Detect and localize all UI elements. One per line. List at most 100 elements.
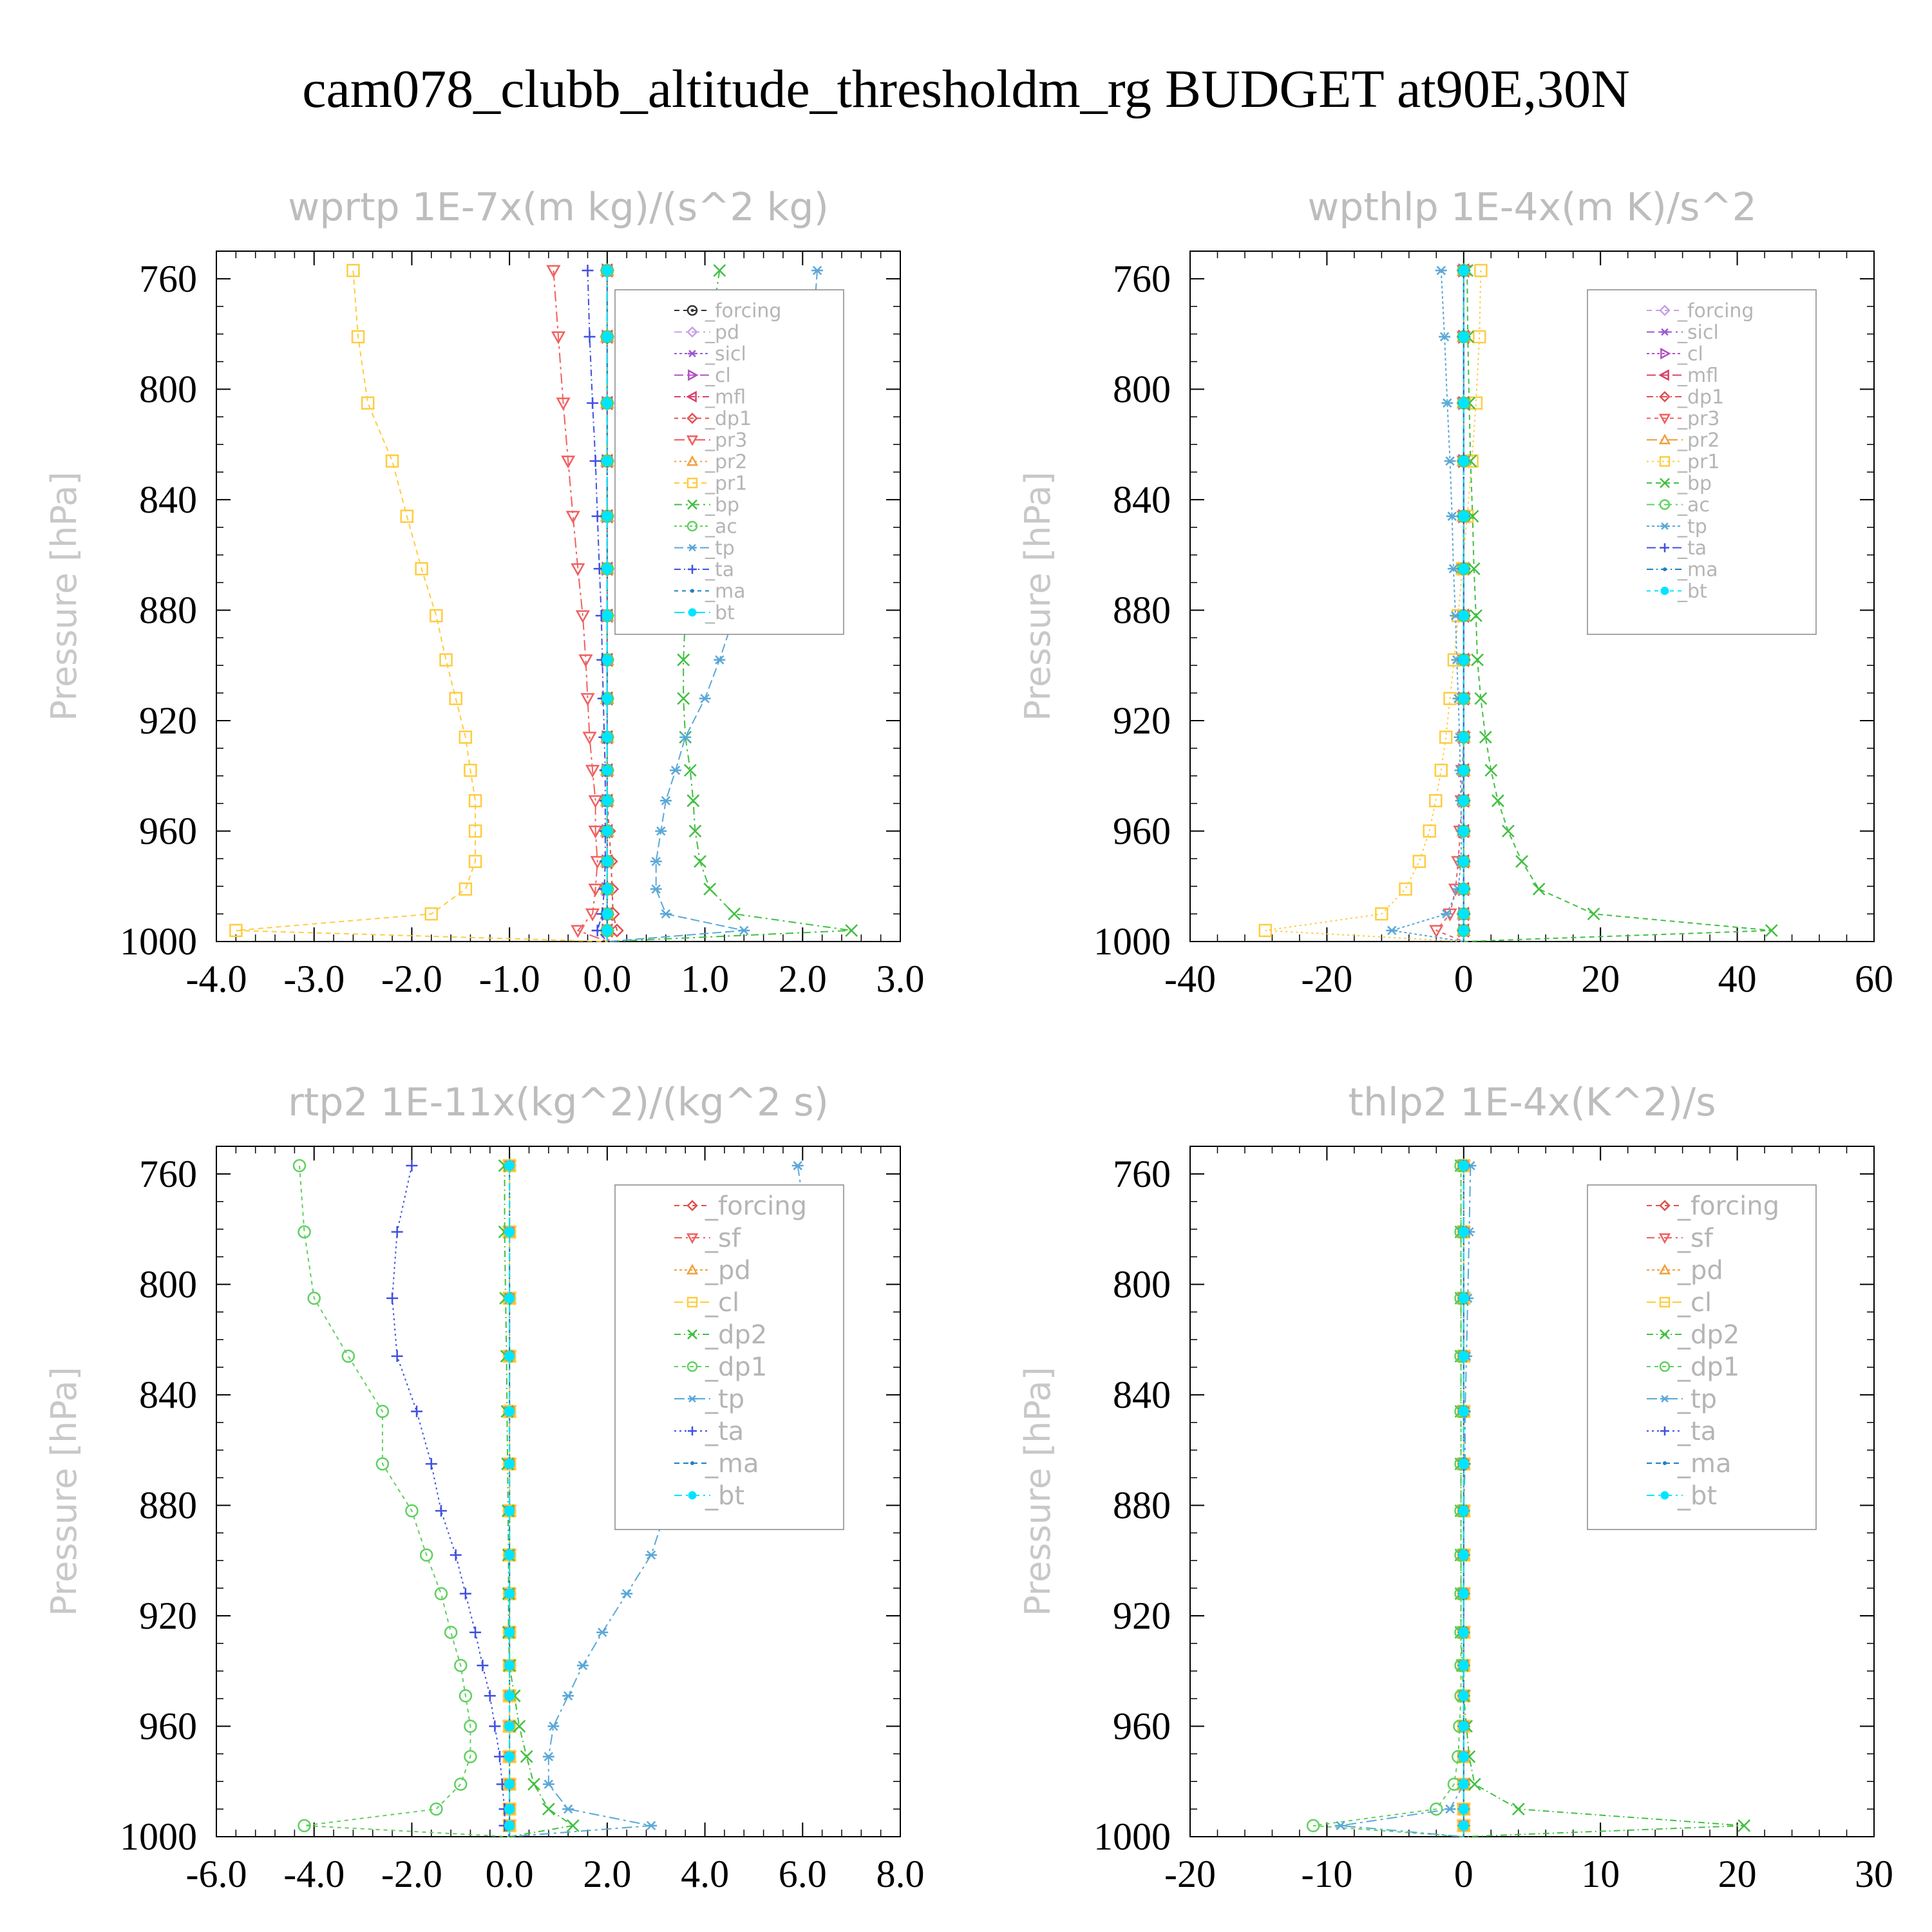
data-point xyxy=(542,1779,554,1789)
data-point xyxy=(1458,1549,1469,1560)
y-tick-label: 840 xyxy=(139,478,197,521)
legend-marker xyxy=(690,589,694,593)
data-point xyxy=(601,732,613,743)
data-point xyxy=(459,1689,473,1703)
y-tick-label: 1000 xyxy=(1094,1815,1171,1858)
data-point xyxy=(504,1820,515,1831)
legend-entry: _pd xyxy=(674,321,739,344)
data-point xyxy=(1458,693,1469,704)
legend-marker xyxy=(687,520,698,532)
legend-label: _ta xyxy=(1677,537,1707,560)
legend-entry: _dp1 xyxy=(1647,386,1724,409)
legend-entry: _ta xyxy=(1647,1417,1716,1446)
data-point xyxy=(449,692,462,705)
data-point xyxy=(1458,1293,1469,1303)
legend-marker xyxy=(1659,1296,1671,1308)
data-point xyxy=(589,455,601,467)
data-point xyxy=(582,732,597,745)
data-point xyxy=(502,1405,516,1418)
legend-entry: _ac xyxy=(674,516,737,538)
data-point xyxy=(411,1405,423,1417)
series-line xyxy=(298,1165,510,1837)
y-tick-label: 840 xyxy=(1113,478,1171,521)
legend-marker xyxy=(688,565,697,574)
y-axis-label: Pressure [hPa] xyxy=(44,1367,84,1616)
legend-label: _ma xyxy=(705,580,746,603)
legend-entry: _mfl xyxy=(1647,365,1718,387)
data-point xyxy=(1501,824,1515,838)
y-tick-label: 880 xyxy=(1113,589,1171,631)
y-axis-label: Pressure [hPa] xyxy=(44,471,84,721)
x-tick-label: 3.0 xyxy=(876,958,925,1000)
series-line xyxy=(504,1166,575,1837)
data-point xyxy=(1458,563,1469,574)
y-tick-label: 760 xyxy=(139,258,197,300)
legend-entry: _bt xyxy=(674,1481,744,1511)
data-point xyxy=(645,1550,658,1560)
data-point xyxy=(464,1719,477,1733)
data-point xyxy=(439,653,453,667)
data-point xyxy=(229,923,243,938)
data-point xyxy=(454,1777,468,1791)
data-point xyxy=(659,909,672,919)
data-point xyxy=(1458,265,1469,276)
data-point xyxy=(406,1160,418,1172)
series-line xyxy=(1313,1166,1464,1837)
legend-label: _pd xyxy=(1677,1256,1723,1285)
y-tick-label: 920 xyxy=(1113,1595,1171,1637)
legend-marker xyxy=(1660,587,1669,595)
data-point xyxy=(601,654,613,665)
legend-entry: _pr1 xyxy=(1647,451,1719,473)
data-point xyxy=(459,1587,471,1600)
data-point xyxy=(430,609,443,623)
data-point xyxy=(504,1690,515,1701)
legend-label: _ac xyxy=(705,516,737,538)
data-point xyxy=(587,397,599,409)
data-point xyxy=(571,925,585,938)
data-point xyxy=(1587,907,1600,921)
data-point xyxy=(1474,263,1488,278)
legend-label: _pr1 xyxy=(1677,451,1719,473)
legend-marker xyxy=(688,369,699,381)
data-point xyxy=(484,1690,496,1702)
data-point xyxy=(601,908,613,920)
x-tick-label: -4.0 xyxy=(283,1853,345,1895)
data-point xyxy=(588,884,603,897)
y-axis-label: Pressure [hPa] xyxy=(1018,1367,1058,1616)
data-point xyxy=(1458,795,1469,806)
x-tick-label: 40 xyxy=(1718,958,1757,1000)
data-point xyxy=(1441,909,1453,919)
legend-marker xyxy=(687,326,698,338)
data-point xyxy=(694,855,706,868)
data-point xyxy=(1469,396,1483,410)
data-point xyxy=(1458,331,1469,343)
data-point xyxy=(405,1504,419,1518)
main-title: cam078_clubb_altitude_thresholdm_rg BUDG… xyxy=(302,59,1630,119)
data-point xyxy=(1532,882,1546,896)
data-point xyxy=(504,1505,515,1517)
legend-marker xyxy=(1663,1461,1667,1465)
data-point xyxy=(542,1803,555,1816)
data-point xyxy=(504,1627,515,1638)
legend-entry: _ta xyxy=(674,559,734,582)
legend-marker xyxy=(688,544,697,552)
legend-label: _cl xyxy=(1677,343,1703,366)
data-point xyxy=(1412,855,1426,868)
data-point xyxy=(551,331,566,345)
legend-label: _bp xyxy=(705,494,739,516)
data-point xyxy=(561,455,576,469)
legend-marker xyxy=(686,455,699,466)
legend: _forcing_pd_sicl_cl_mfl_dp1_pr3_pr2_pr1_… xyxy=(614,289,844,635)
data-point xyxy=(659,796,672,806)
data-point xyxy=(565,511,580,524)
panel-title: rtp2 1E-11x(kg^2)/(kg^2 s) xyxy=(288,1080,829,1125)
data-point xyxy=(375,1405,390,1418)
legend-label: _ma xyxy=(705,1449,759,1479)
data-point xyxy=(1458,1226,1469,1238)
data-point xyxy=(513,1719,526,1733)
legend-entry: _ma xyxy=(674,580,746,603)
x-tick-label: 20 xyxy=(1718,1853,1757,1895)
x-tick-label: -20 xyxy=(1301,958,1352,1000)
legend-marker xyxy=(1659,1200,1671,1211)
data-point xyxy=(341,1349,355,1363)
